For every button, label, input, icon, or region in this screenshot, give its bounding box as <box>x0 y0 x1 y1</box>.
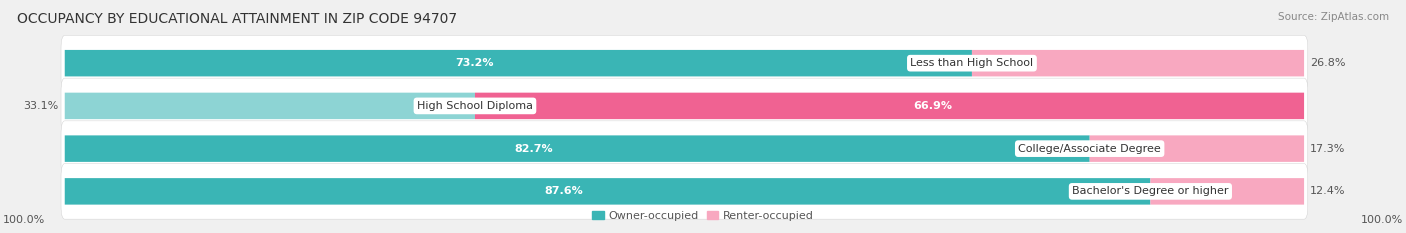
Text: 82.7%: 82.7% <box>515 144 553 154</box>
FancyBboxPatch shape <box>60 164 1308 219</box>
Text: 12.4%: 12.4% <box>1310 186 1346 196</box>
Text: 33.1%: 33.1% <box>24 101 59 111</box>
Text: OCCUPANCY BY EDUCATIONAL ATTAINMENT IN ZIP CODE 94707: OCCUPANCY BY EDUCATIONAL ATTAINMENT IN Z… <box>17 12 457 26</box>
Text: 100.0%: 100.0% <box>3 216 45 225</box>
FancyBboxPatch shape <box>475 93 1305 119</box>
FancyBboxPatch shape <box>972 50 1305 76</box>
FancyBboxPatch shape <box>1090 135 1305 162</box>
FancyBboxPatch shape <box>60 121 1308 176</box>
Text: 66.9%: 66.9% <box>914 101 952 111</box>
Text: Source: ZipAtlas.com: Source: ZipAtlas.com <box>1278 12 1389 22</box>
Text: High School Diploma: High School Diploma <box>418 101 533 111</box>
FancyBboxPatch shape <box>1150 178 1305 205</box>
Legend: Owner-occupied, Renter-occupied: Owner-occupied, Renter-occupied <box>588 206 818 225</box>
FancyBboxPatch shape <box>65 50 972 76</box>
FancyBboxPatch shape <box>60 78 1308 134</box>
Text: 87.6%: 87.6% <box>544 186 583 196</box>
Text: 26.8%: 26.8% <box>1310 58 1346 68</box>
Text: 100.0%: 100.0% <box>1361 216 1403 225</box>
FancyBboxPatch shape <box>65 178 1150 205</box>
Text: Bachelor's Degree or higher: Bachelor's Degree or higher <box>1073 186 1229 196</box>
Text: 73.2%: 73.2% <box>456 58 495 68</box>
Text: College/Associate Degree: College/Associate Degree <box>1018 144 1161 154</box>
Text: Less than High School: Less than High School <box>910 58 1033 68</box>
Text: 17.3%: 17.3% <box>1310 144 1346 154</box>
FancyBboxPatch shape <box>65 93 475 119</box>
FancyBboxPatch shape <box>60 35 1308 91</box>
FancyBboxPatch shape <box>65 135 1090 162</box>
